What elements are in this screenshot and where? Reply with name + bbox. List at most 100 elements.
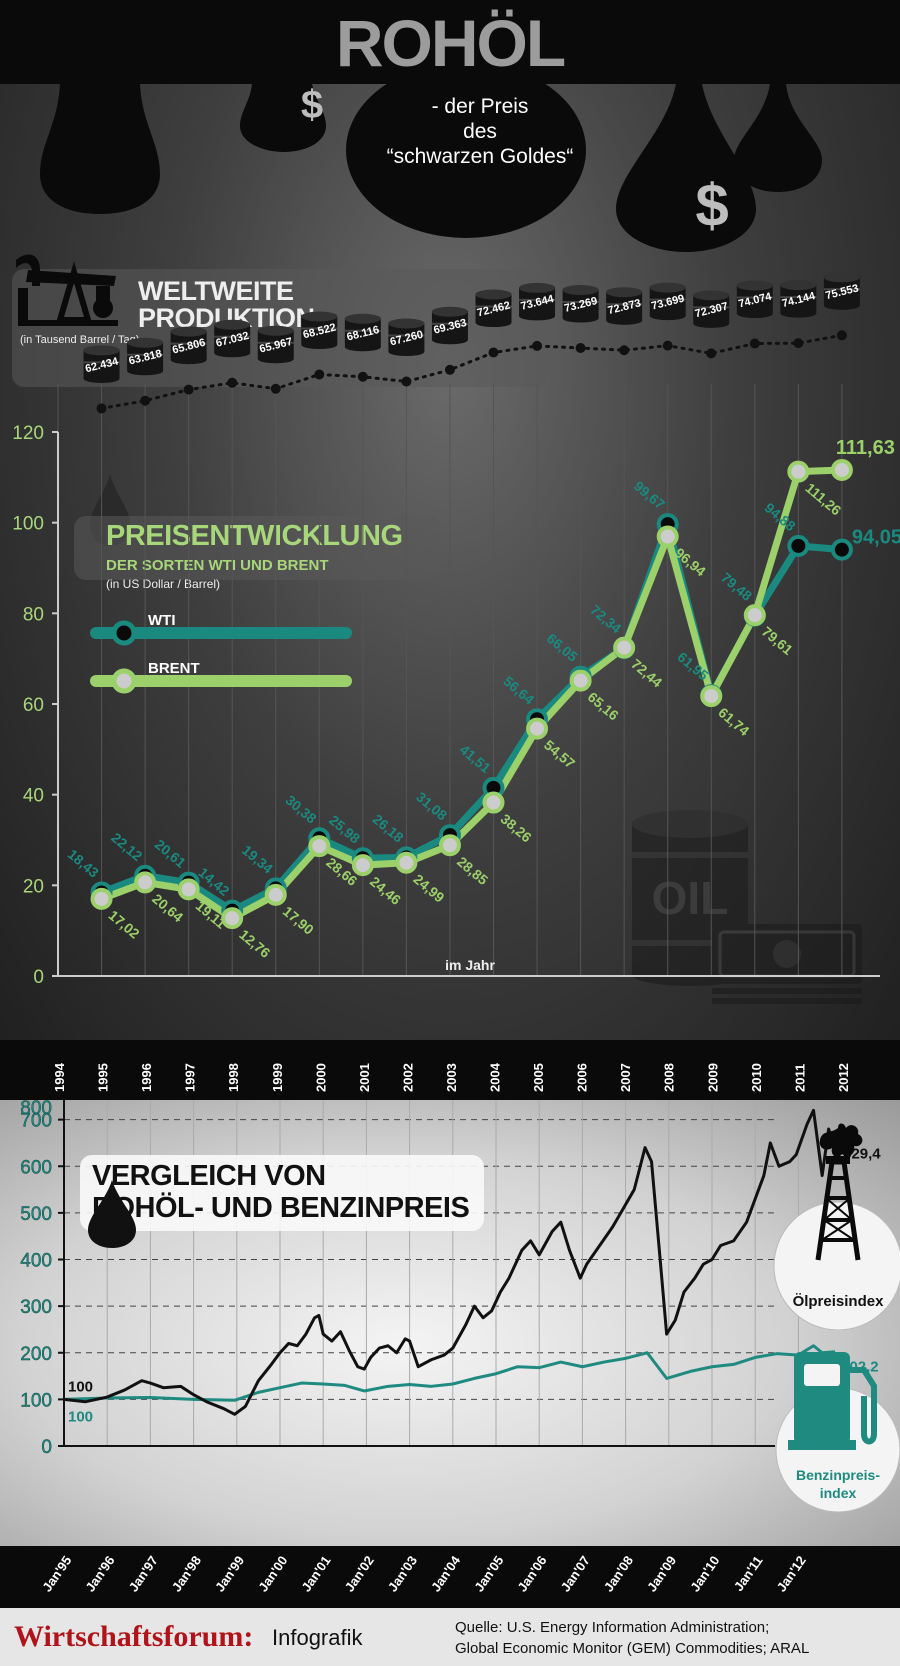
x-tick-label: 2005 — [531, 1063, 546, 1092]
x-tick-label: 2012 — [836, 1063, 851, 1092]
production-point — [140, 395, 151, 406]
barrel-body — [344, 314, 381, 352]
brent-point — [700, 685, 723, 708]
fuel-pump-icon: Benzinpreis- index — [775, 1352, 900, 1513]
brent-point — [830, 458, 853, 481]
x-tick-label: Jan'11 — [731, 1553, 766, 1594]
barrel-body — [257, 326, 294, 364]
barrel-top — [257, 325, 294, 336]
production-point — [183, 384, 194, 395]
price-title: PREISENTWICKLUNG — [106, 520, 403, 552]
barrel-top — [127, 337, 164, 348]
x-tick-label: 1998 — [226, 1063, 241, 1092]
dollar-icon: $ — [301, 84, 323, 127]
x-tick-label: Jan'06 — [514, 1553, 549, 1594]
brent-point — [264, 883, 287, 906]
comparison-x-axis-labels: Jan'95 Jan'96 Jan'97 Jan'98 Jan'99 Jan'00 Jan'… — [39, 1552, 809, 1594]
x-tick-label: 2001 — [357, 1063, 372, 1092]
comparison-x-axis-bar — [0, 1546, 900, 1608]
x-tick-label: Jan'01 — [298, 1553, 333, 1594]
x-tick-label: Jan'00 — [255, 1553, 290, 1594]
wti-value-label: 30,38 — [283, 792, 320, 827]
x-tick-label: Jan'98 — [169, 1553, 204, 1594]
oil-barrel-icon: 68.522 — [301, 311, 337, 349]
wti-value-label: 41,51 — [457, 741, 494, 776]
production-point — [357, 371, 368, 382]
barrel-body — [388, 319, 425, 357]
x-tick-label: Jan'96 — [82, 1553, 117, 1594]
x-tick-label: Jan'97 — [126, 1553, 161, 1594]
brent-value-label: 111,63 — [836, 437, 895, 459]
production-point — [836, 330, 847, 341]
barrel-top — [562, 285, 599, 296]
production-point — [488, 347, 499, 358]
oil-derrick-icon: Ölpreisindex — [773, 1123, 900, 1330]
x-tick-label: Jan'95 — [39, 1553, 74, 1594]
oil-barrel-icon: 73.269 — [562, 285, 599, 323]
wti-value-label: 72,34 — [587, 602, 624, 637]
x-tick-label: Jan'12 — [774, 1553, 809, 1594]
barrel-body — [693, 290, 730, 328]
brent-point — [90, 887, 113, 910]
brent-value-label: 79,61 — [759, 623, 796, 658]
y-tick-label: 80 — [23, 604, 44, 625]
barrel-top — [170, 326, 207, 337]
brent-value-label: 12,76 — [236, 926, 273, 961]
production-point — [662, 340, 673, 351]
barrel-top — [693, 290, 730, 301]
oil-barrel-icon: 65.806 — [170, 326, 207, 365]
barrel-body — [170, 327, 207, 365]
barrel-top — [823, 272, 860, 283]
x-tick-label: 1994 — [52, 1062, 67, 1092]
x-tick-label: Jan'09 — [644, 1553, 679, 1594]
svg-text:OIL: OIL — [652, 872, 729, 924]
x-tick-label: Jan'05 — [471, 1553, 506, 1594]
x-tick-label: 2004 — [488, 1062, 503, 1092]
barrel-top — [431, 306, 468, 317]
oil-drop-icon — [240, 84, 326, 152]
production-point — [270, 383, 281, 394]
y-tick-label: 0 — [33, 967, 44, 988]
x-tick-label: 2003 — [444, 1063, 459, 1092]
barrel-body — [519, 283, 556, 321]
brent-point — [787, 460, 810, 483]
production-chart: 0 20 40 60 80 100 120 im Jahr 62.434 63.81865.806… — [12, 272, 900, 988]
y-tick-label: 100 — [12, 514, 44, 535]
y-tick-label: 60 — [23, 695, 44, 716]
source-line: Quelle: U.S. Energy Information Administ… — [455, 1619, 770, 1636]
barrel-body — [823, 272, 860, 310]
legend-brent-label: BRENT — [148, 660, 200, 677]
production-point — [793, 338, 804, 349]
brent-line — [100, 466, 843, 922]
brent-value-label: 28,85 — [454, 853, 491, 888]
oil-barrel-icon: 68.116 — [344, 313, 381, 352]
production-unit: (in Tausend Barrel / Tag) — [20, 334, 140, 346]
barrel-body — [606, 287, 643, 325]
y-tick-label: 800 — [20, 1100, 52, 1119]
barrel-body — [431, 307, 468, 345]
comparison-legend-box — [80, 1155, 484, 1231]
production-title: WELTWEITE PRODUKTION — [138, 278, 315, 332]
top-panel: $ $ - der Preis des “schwarzen Goldes“ W… — [0, 84, 900, 1100]
price-subtitle: DER SORTEN WTI UND BRENT — [106, 557, 329, 574]
x-tick-label: Jan'04 — [428, 1552, 464, 1594]
oil-drop-icon — [40, 84, 160, 214]
wti-value-label: 99,67 — [631, 478, 668, 513]
production-point — [314, 369, 325, 380]
y-tick-label: 400 — [20, 1251, 52, 1272]
barrel-top — [388, 318, 425, 329]
pumpjack-icon — [16, 254, 118, 326]
header: ROHÖL — [0, 0, 900, 84]
wti-value-label: 22,12 — [108, 829, 145, 864]
x-tick-label: Jan'03 — [385, 1553, 420, 1594]
barrel-top — [519, 282, 556, 293]
oil-barrel-icon: 73.644 — [519, 282, 556, 321]
barrel-body — [649, 283, 686, 321]
brent-point — [482, 791, 505, 814]
x-tick-label: 1997 — [183, 1063, 198, 1092]
x-tick-label: 2007 — [618, 1063, 633, 1092]
oil-barrel-icon: 62.434 — [83, 345, 120, 383]
oil-index-label: Ölpreisindex — [793, 1293, 885, 1310]
wti-value-label: 79,48 — [718, 569, 755, 604]
barrel-body — [780, 280, 817, 318]
